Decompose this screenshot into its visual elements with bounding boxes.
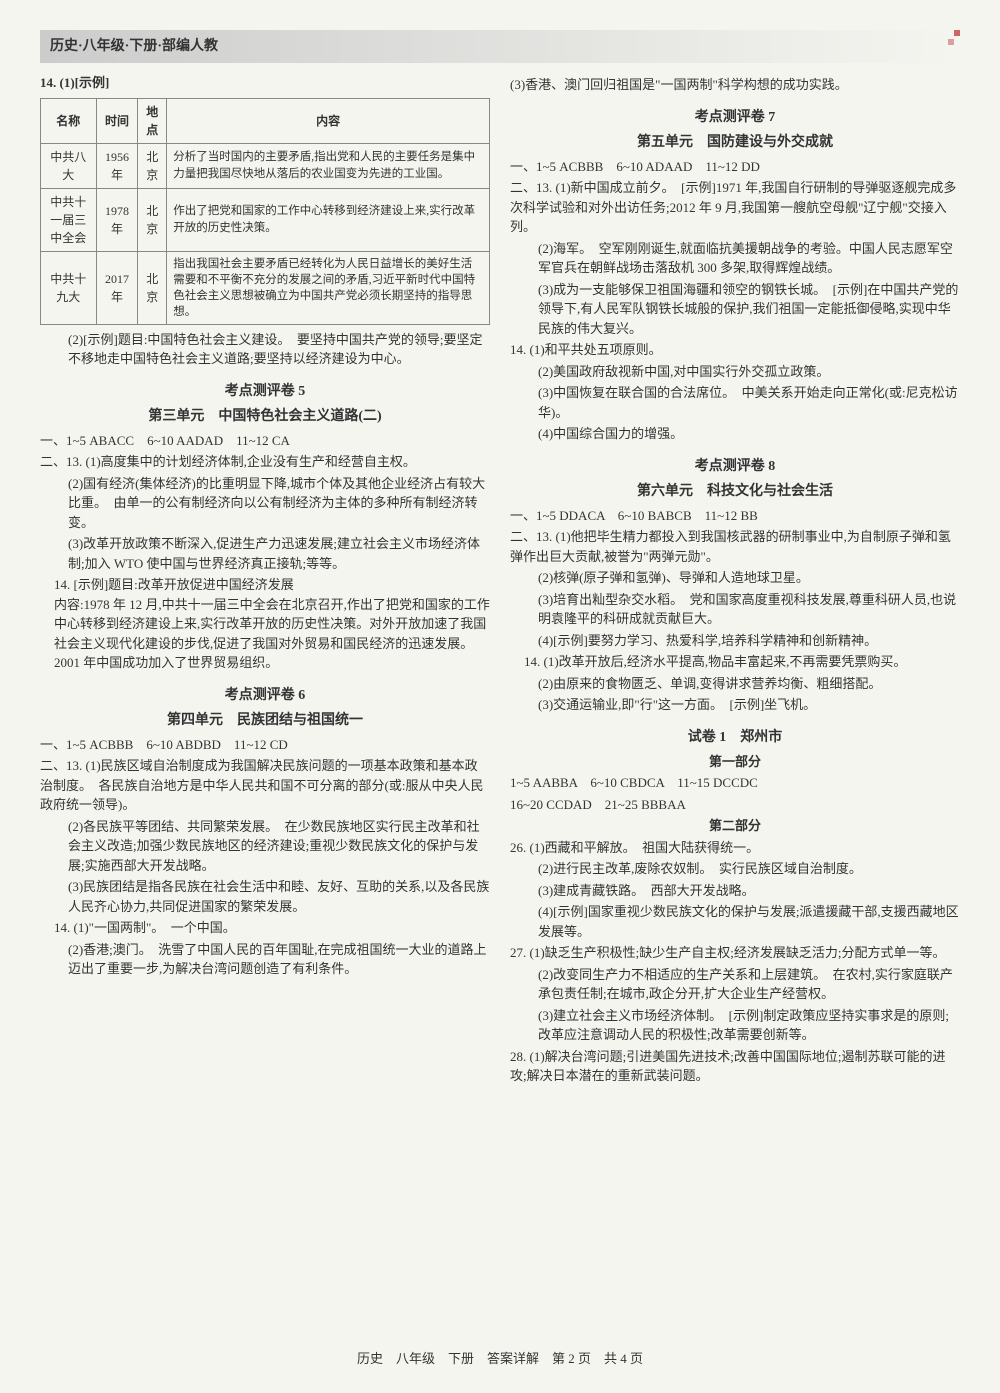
col-place: 地点 <box>138 98 167 143</box>
test6-title: 第四单元 民族团结与祖国统一 <box>40 710 490 731</box>
test6-13-3: (3)民族团结是指各民族在社会生活中和睦、友好、互助的关系,以及各民族人民齐心协… <box>40 877 490 916</box>
page-footer: 历史 八年级 下册 答案详解 第 2 页 共 4 页 <box>0 1349 1000 1369</box>
cell-time: 2017 年 <box>96 251 138 324</box>
test7-13-2: (2)海军。 空军刚刚诞生,就面临抗美援朝战争的考验。中国人民志愿军空军官兵在朝… <box>510 239 960 278</box>
exam1-27-1: 27. (1)缺乏生产积极性;缺少生产自主权;经济发展缺乏活力;分配方式单一等。 <box>510 943 960 963</box>
test7-heading: 考点测评卷 7 <box>510 107 960 128</box>
cell-place: 北京 <box>138 143 167 188</box>
col-name: 名称 <box>41 98 97 143</box>
exam1-26-1: 26. (1)西藏和平解放。 祖国大陆获得统一。 <box>510 838 960 858</box>
test8-a1: 一、1~5 DDACA 6~10 BABCB 11~12 BB <box>510 506 960 526</box>
test7-a1: 一、1~5 ACBBB 6~10 ADAAD 11~12 DD <box>510 157 960 177</box>
test5-title: 第三单元 中国特色社会主义道路(二) <box>40 406 490 427</box>
exam1-a2: 16~20 CCDAD 21~25 BBBAA <box>510 795 960 815</box>
test8-14-1: 14. (1)改革开放后,经济水平提高,物品丰富起来,不再需要凭票购买。 <box>510 652 960 672</box>
test7-13-3: (3)成为一支能够保卫祖国海疆和领空的钢铁长城。 [示例]在中国共产党的领导下,… <box>510 280 960 339</box>
cell-name: 中共十九大 <box>41 251 97 324</box>
test7-13-1: 二、13. (1)新中国成立前夕。 [示例]1971 年,我国自行研制的导弹驱逐… <box>510 178 960 237</box>
test5-13-2: (2)国有经济(集体经济)的比重明显下降,城市个体及其他企业经济占有较大比重。 … <box>40 474 490 533</box>
right-column: (3)香港、澳门回归祖国是"一国两制"科学构想的成功实践。 考点测评卷 7 第五… <box>510 73 960 1088</box>
test8-title: 第六单元 科技文化与社会生活 <box>510 481 960 502</box>
test6-14-2: (2)香港;澳门。 洗雪了中国人民的百年国耻,在完成祖国统一大业的道路上迈出了重… <box>40 940 490 979</box>
test7-title: 第五单元 国防建设与外交成就 <box>510 132 960 153</box>
cell-content: 指出我国社会主要矛盾已经转化为人民日益增长的美好生活需要和不平衡不充分的发展之间… <box>167 251 490 324</box>
cell-time: 1978 年 <box>96 188 138 251</box>
exam1-part1: 第一部分 <box>510 752 960 772</box>
cell-time: 1956 年 <box>96 143 138 188</box>
test6-13-2: (2)各民族平等团结、共同繁荣发展。 在少数民族地区实行民主改革和社会主义改造;… <box>40 817 490 876</box>
exam1-part2: 第二部分 <box>510 816 960 836</box>
exam1-28-1: 28. (1)解决台湾问题;引进美国先进技术;改善中国国际地位;遏制苏联可能的进… <box>510 1047 960 1086</box>
test6-13-1: 二、13. (1)民族区域自治制度成为我国解决民族问题的一项基本政策和基本政治制… <box>40 756 490 815</box>
test7-14-2: (2)美国政府敌视新中国,对中国实行外交孤立政策。 <box>510 362 960 382</box>
test8-14-2: (2)由原来的食物匮乏、单调,变得讲求营养均衡、粗细搭配。 <box>510 674 960 694</box>
right-top-text: (3)香港、澳门回归祖国是"一国两制"科学构想的成功实践。 <box>510 75 960 95</box>
cell-name: 中共十一届三中全会 <box>41 188 97 251</box>
test8-14-3: (3)交通运输业,即"行"这一方面。 [示例]坐飞机。 <box>510 695 960 715</box>
test6-14-1: 14. (1)"一国两制"。 一个中国。 <box>40 918 490 938</box>
test6-heading: 考点测评卷 6 <box>40 685 490 706</box>
test8-heading: 考点测评卷 8 <box>510 456 960 477</box>
col-time: 时间 <box>96 98 138 143</box>
table-row: 中共八大 1956 年 北京 分析了当时国内的主要矛盾,指出党和人民的主要任务是… <box>41 143 490 188</box>
corner-decoration <box>945 30 960 45</box>
table-row: 中共十一届三中全会 1978 年 北京 作出了把党和国家的工作中心转移到经济建设… <box>41 188 490 251</box>
q14-label: 14. (1)[示例] <box>40 75 109 90</box>
exam1-27-2: (2)改变同生产力不相适应的生产关系和上层建筑。 在农村,实行家庭联产承包责任制… <box>510 965 960 1004</box>
exam1-heading: 试卷 1 郑州市 <box>510 727 960 748</box>
test7-14-1: 14. (1)和平共处五项原则。 <box>510 340 960 360</box>
test5-13-1: 二、13. (1)高度集中的计划经济体制,企业没有生产和经营自主权。 <box>40 452 490 472</box>
test7-14-4: (4)中国综合国力的增强。 <box>510 424 960 444</box>
test5-heading: 考点测评卷 5 <box>40 381 490 402</box>
answer-table: 名称 时间 地点 内容 中共八大 1956 年 北京 分析了当时国内的主要矛盾,… <box>40 98 490 325</box>
cell-content: 作出了把党和国家的工作中心转移到经济建设上来,实行改革开放的历史性决策。 <box>167 188 490 251</box>
exam1-27-3: (3)建立社会主义市场经济体制。 [示例]制定政策应坚持实事求是的原则;改革应注… <box>510 1006 960 1045</box>
cell-content: 分析了当时国内的主要矛盾,指出党和人民的主要任务是集中力量把我国尽快地从落后的农… <box>167 143 490 188</box>
col-content: 内容 <box>167 98 490 143</box>
exam1-a1: 1~5 AABBA 6~10 CBDCA 11~15 DCCDC <box>510 773 960 793</box>
q14-part2: (2)[示例]题目:中国特色社会主义建设。 要坚持中国共产党的领导;要坚定不移地… <box>40 330 490 369</box>
test6-a1: 一、1~5 ACBBB 6~10 ABDBD 11~12 CD <box>40 735 490 755</box>
cell-place: 北京 <box>138 188 167 251</box>
cell-name: 中共八大 <box>41 143 97 188</box>
table-row: 中共十九大 2017 年 北京 指出我国社会主要矛盾已经转化为人民日益增长的美好… <box>41 251 490 324</box>
test8-13-1: 二、13. (1)他把毕生精力都投入到我国核武器的研制事业中,为自制原子弹和氢弹… <box>510 527 960 566</box>
test8-13-4: (4)[示例]要努力学习、热爱科学,培养科学精神和创新精神。 <box>510 631 960 651</box>
page-header: 历史·八年级·下册·部编人教 <box>40 30 960 63</box>
test8-13-2: (2)核弹(原子弹和氢弹)、导弹和人造地球卫星。 <box>510 568 960 588</box>
test5-14: 14. [示例]题目:改革开放促进中国经济发展 内容:1978 年 12 月,中… <box>40 575 490 673</box>
exam1-26-4: (4)[示例]国家重视少数民族文化的保护与发展;派遣援藏干部,支援西藏地区发展等… <box>510 902 960 941</box>
test8-13-3: (3)培育出籼型杂交水稻。 党和国家高度重视科技发展,尊重科研人员,也说明袁隆平… <box>510 590 960 629</box>
test7-14-3: (3)中国恢复在联合国的合法席位。 中美关系开始走向正常化(或:尼克松访华)。 <box>510 383 960 422</box>
test5-13-3: (3)改革开放政策不断深入,促进生产力迅速发展;建立社会主义市场经济体制;加入 … <box>40 534 490 573</box>
left-column: 14. (1)[示例] 名称 时间 地点 内容 中共八大 1956 年 北京 分… <box>40 73 490 1088</box>
exam1-26-2: (2)进行民主改革,废除农奴制。 实行民族区域自治制度。 <box>510 859 960 879</box>
exam1-26-3: (3)建成青藏铁路。 西部大开发战略。 <box>510 881 960 901</box>
test5-a1: 一、1~5 ABACC 6~10 AADAD 11~12 CA <box>40 431 490 451</box>
cell-place: 北京 <box>138 251 167 324</box>
table-header-row: 名称 时间 地点 内容 <box>41 98 490 143</box>
main-content: 14. (1)[示例] 名称 时间 地点 内容 中共八大 1956 年 北京 分… <box>40 73 960 1088</box>
